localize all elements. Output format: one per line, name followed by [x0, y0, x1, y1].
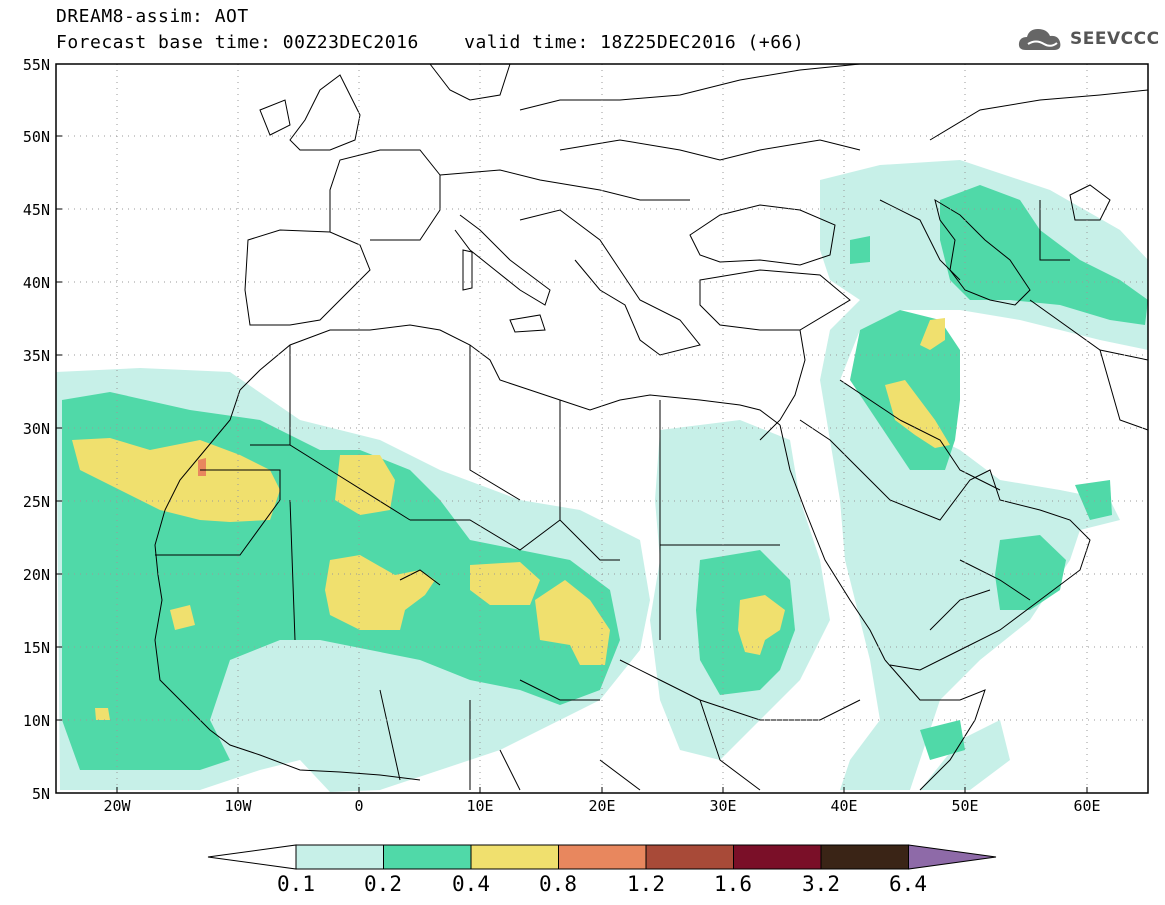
lat-label-15n: 15N [22, 639, 50, 657]
cloud-icon [1018, 29, 1061, 50]
aot-field [56, 160, 1148, 792]
lat-label-35n: 35N [22, 347, 50, 365]
logo-text: SEEVCCC [1070, 29, 1160, 49]
lon-label-30e: 30E [709, 797, 737, 815]
map-title: DREAM8-assim: AOT [56, 6, 249, 27]
colorbar-label: 6.4 [889, 872, 927, 896]
lon-label-0: 0 [354, 797, 364, 815]
colorbar-label: 3.2 [802, 872, 840, 896]
lon-label-10w: 10W [224, 797, 252, 815]
lon-label-60e: 60E [1073, 797, 1101, 815]
colorbar-label: 0.2 [364, 872, 402, 896]
lat-label-50n: 50N [22, 128, 50, 146]
lon-label-20w: 20W [103, 797, 131, 815]
colorbar-label: 0.8 [539, 872, 577, 896]
lat-label-45n: 45N [22, 201, 50, 219]
lat-label-30n: 30N [22, 420, 50, 438]
lat-label-10n: 10N [22, 712, 50, 730]
colorbar [207, 844, 997, 870]
forecast-times: Forecast base time: 00Z23DEC2016 valid t… [56, 32, 805, 53]
lat-label-40n: 40N [22, 274, 50, 292]
lon-label-50e: 50E [951, 797, 979, 815]
axis-ticks [56, 135, 1088, 793]
colorbar-label: 1.2 [627, 872, 665, 896]
colorbar-label: 1.6 [714, 872, 752, 896]
lon-label-40e: 40E [830, 797, 858, 815]
colorbar-label: 0.1 [277, 872, 315, 896]
lat-label-55n: 55N [22, 56, 50, 74]
graticule [56, 64, 1148, 793]
colorbar-label: 0.4 [452, 872, 490, 896]
lat-label-20n: 20N [22, 566, 50, 584]
lon-label-20e: 20E [588, 797, 616, 815]
lat-label-5n: 5N [31, 785, 50, 803]
coastlines [154, 63, 1149, 791]
lat-label-25n: 25N [22, 493, 50, 511]
lon-label-10e: 10E [466, 797, 494, 815]
